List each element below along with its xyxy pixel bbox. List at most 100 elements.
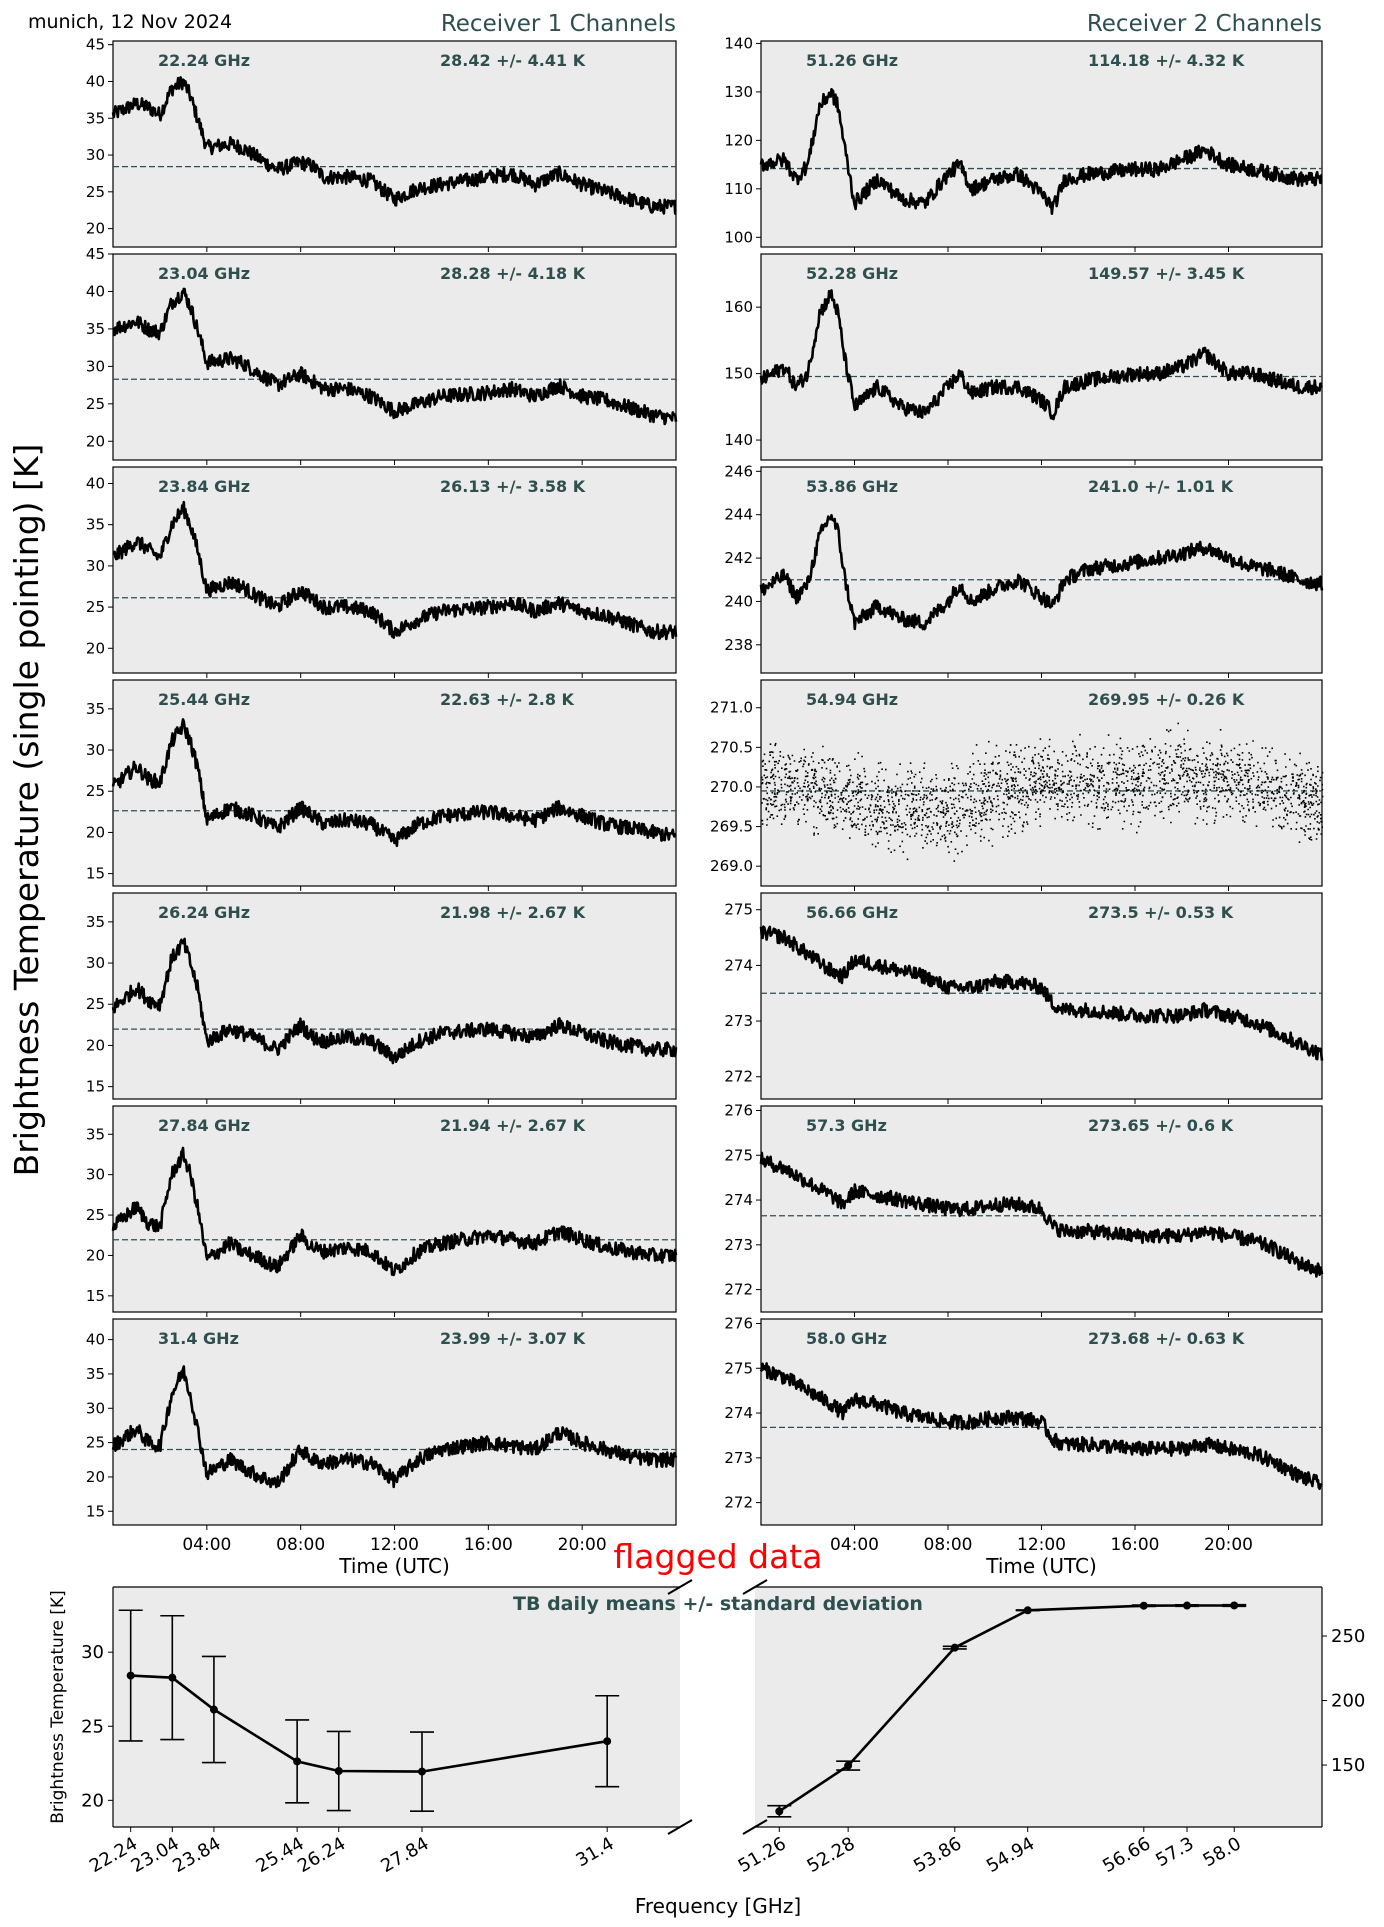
x-tick-label: 12:00 xyxy=(1017,1535,1066,1555)
x-tick-label: 12:00 xyxy=(370,1535,419,1555)
x-axis-label: Time (UTC) xyxy=(338,1554,450,1578)
x-tick-label: 08:00 xyxy=(924,1535,973,1555)
y-tick-label: 35 xyxy=(86,700,105,718)
means-right-bg xyxy=(755,1587,1322,1827)
panel-r1-5: 15 20 25 30 35 26.24 GHz 21.98 +/- 2.67 K xyxy=(86,892,678,1104)
mean-std-label: 273.68 +/- 0.63 K xyxy=(1088,1329,1245,1348)
y-tick-label: 274 xyxy=(724,956,753,974)
y-tick-label: 20 xyxy=(86,1036,105,1054)
panel-frame xyxy=(760,253,1323,461)
y-tick-label: 273 xyxy=(724,1236,753,1254)
y-tick-label: 275 xyxy=(724,1146,753,1164)
y-tick-label: 35 xyxy=(86,109,105,127)
y-tick-label: 25 xyxy=(81,1716,104,1737)
y-tick-label: 100 xyxy=(724,228,753,246)
series-line xyxy=(111,1365,678,1489)
y-tick-label: 35 xyxy=(86,913,105,931)
frequency-label: 22.24 GHz xyxy=(158,51,250,70)
series-line xyxy=(759,1362,1323,1490)
mean-std-label: 273.5 +/- 0.53 K xyxy=(1088,903,1234,922)
y-tick-label: 30 xyxy=(86,557,105,575)
series-line xyxy=(759,88,1323,215)
x-tick-label: 04:00 xyxy=(182,1535,231,1555)
mean-point xyxy=(334,1767,343,1775)
panel-r1-1: 20 25 30 35 40 45 22.24 GHz 28.42 +/- 4.41 K xyxy=(86,36,677,252)
y-tick-label: 274 xyxy=(724,1191,753,1209)
panel-r1-4: 15 20 25 30 35 25.44 GHz 22.63 +/- 2.8 K xyxy=(86,679,677,891)
x-tick-label: 20:00 xyxy=(1204,1535,1253,1555)
y-tick-label: 150 xyxy=(1331,1755,1365,1776)
panel-r1-2: 20 25 30 35 40 45 23.04 GHz 28.28 +/- 4.18 K xyxy=(86,245,678,465)
axis-break-mark xyxy=(667,1819,693,1835)
x-tick-label: 31.4 xyxy=(572,1833,617,1871)
mean-std-label: 28.42 +/- 4.41 K xyxy=(440,51,586,70)
series-line xyxy=(759,514,1324,631)
y-tick-label: 25 xyxy=(86,782,105,800)
y-tick-label: 270.0 xyxy=(710,778,753,796)
mean-point xyxy=(1139,1601,1148,1610)
x-tick-label: 23.84 xyxy=(169,1833,224,1877)
frequency-label: 58.0 GHz xyxy=(806,1329,887,1348)
mean-point xyxy=(417,1767,426,1776)
frequency-label: 54.94 GHz xyxy=(806,690,898,709)
y-tick-label: 25 xyxy=(86,1434,105,1452)
mean-std-label: 149.57 +/- 3.45 K xyxy=(1088,264,1245,283)
mean-point xyxy=(1230,1601,1239,1610)
y-tick-label: 242 xyxy=(724,549,753,567)
panel-frame xyxy=(760,679,1323,887)
mean-std-label: 21.98 +/- 2.67 K xyxy=(440,903,586,922)
mean-point xyxy=(126,1671,135,1680)
x-tick-label: 51.26 xyxy=(735,1833,790,1877)
y-tick-label: 240 xyxy=(724,592,753,610)
axis-break-mark xyxy=(742,1579,768,1595)
panel-frame xyxy=(112,40,677,248)
panel-r2-6: 272 273 274 275 276 57.3 GHz 273.65 +/- 0.6 K xyxy=(724,1101,1324,1317)
means-y-axis-label: Brightness Temperature [K] xyxy=(48,1590,68,1823)
y-tick-label: 270.5 xyxy=(710,738,753,756)
x-tick-label: 16:00 xyxy=(464,1535,513,1555)
y-tick-label: 30 xyxy=(86,954,105,972)
daily-means-chart: TB daily means +/- standard deviation 20 2… xyxy=(48,1579,1365,1918)
y-tick-label: 25 xyxy=(86,1206,105,1224)
means-chart-title: TB daily means +/- standard deviation xyxy=(513,1593,923,1615)
panel-r2-7: 272 273 274 275 276 58.0 GHz 273.68 +/- 0.63 K xyxy=(724,1314,1323,1530)
y-tick-label: 30 xyxy=(86,1166,105,1184)
y-tick-label: 274 xyxy=(724,1404,753,1422)
panel-r2-2: 140 150 160 52.28 GHz 149.57 +/- 3.45 K xyxy=(724,253,1323,465)
y-tick-label: 25 xyxy=(86,598,105,616)
y-tick-label: 276 xyxy=(724,1314,753,1332)
y-tick-label: 20 xyxy=(86,639,105,657)
y-tick-label: 273 xyxy=(724,1449,753,1467)
mean-point xyxy=(168,1673,177,1682)
y-tick-label: 238 xyxy=(724,636,753,654)
panel-r1-3: 20 25 30 35 40 23.84 GHz 26.13 +/- 3.58 K xyxy=(86,466,678,678)
y-tick-label: 25 xyxy=(86,183,105,201)
frequency-label: 27.84 GHz xyxy=(158,1116,250,1135)
series-line xyxy=(112,500,678,641)
frequency-label: 25.44 GHz xyxy=(158,690,250,709)
x-tick-label: 26.24 xyxy=(294,1833,349,1877)
mean-point xyxy=(1183,1601,1191,1610)
y-tick-label: 275 xyxy=(724,901,753,919)
frequency-label: 31.4 GHz xyxy=(158,1329,239,1348)
means-left-bg xyxy=(113,1587,680,1827)
x-tick-label: 52.28 xyxy=(804,1833,859,1877)
y-tick-label: 40 xyxy=(86,1331,105,1349)
y-tick-label: 35 xyxy=(86,320,105,338)
y-tick-label: 272 xyxy=(724,1281,753,1299)
y-tick-label: 269.5 xyxy=(710,818,753,836)
axis-break-mark xyxy=(742,1819,768,1835)
frequency-label: 23.84 GHz xyxy=(158,477,250,496)
y-tick-label: 140 xyxy=(724,34,753,52)
y-tick-label: 150 xyxy=(724,365,753,383)
panel-frame xyxy=(112,466,677,674)
mean-point xyxy=(209,1705,218,1714)
panel-r2-5: 272 273 274 275 56.66 GHz 273.5 +/- 0.53 K xyxy=(724,892,1324,1104)
y-tick-label: 35 xyxy=(86,1125,105,1143)
mean-std-label: 28.28 +/- 4.18 K xyxy=(440,264,586,283)
y-tick-label: 40 xyxy=(86,282,105,300)
y-tick-label: 15 xyxy=(86,865,105,883)
mean-std-label: 26.13 +/- 3.58 K xyxy=(440,477,586,496)
means-x-axis-label: Frequency [GHz] xyxy=(635,1894,801,1918)
